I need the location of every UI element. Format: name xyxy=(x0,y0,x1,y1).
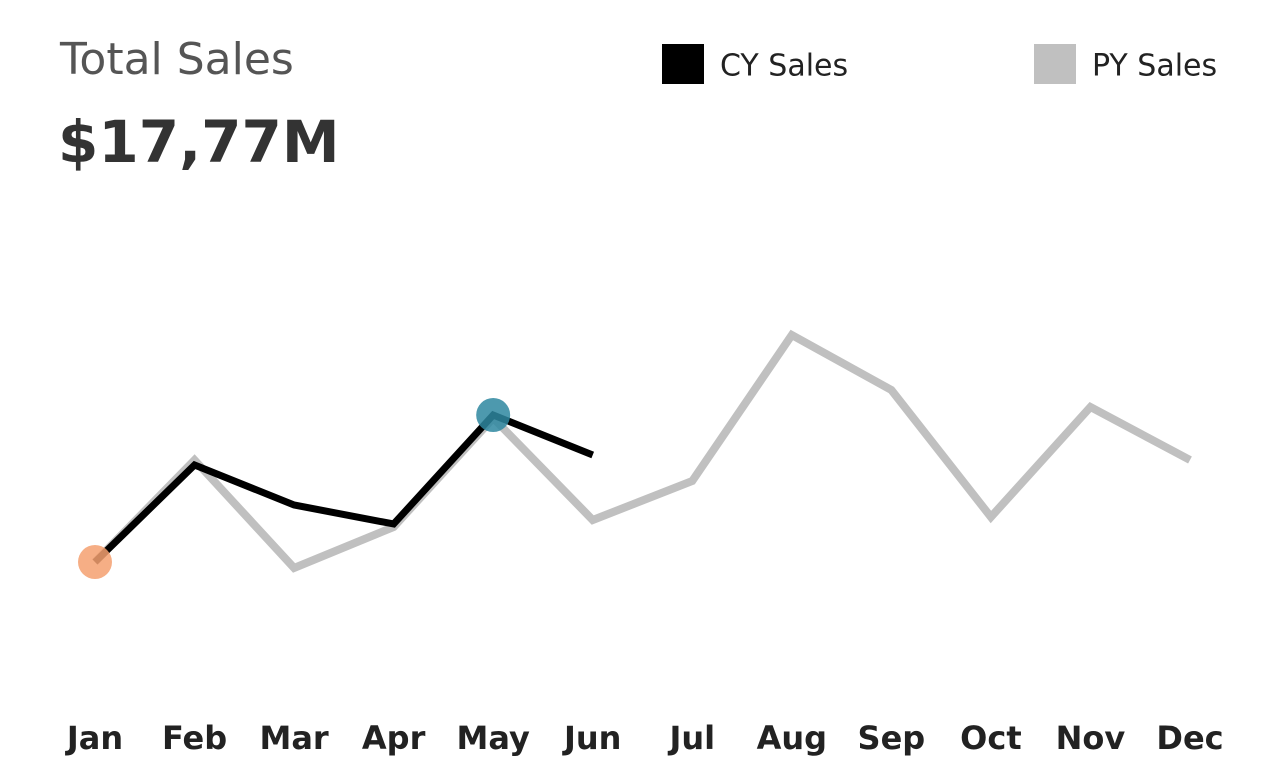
legend-label: PY Sales xyxy=(1092,49,1217,84)
max-marker xyxy=(476,398,511,432)
legend-label: CY Sales xyxy=(720,49,848,84)
chart-title: Total Sales xyxy=(59,34,294,85)
min-marker xyxy=(78,545,112,579)
x-tick-label: Apr xyxy=(362,719,426,757)
x-tick-label: Jan xyxy=(65,719,123,757)
x-tick-label: Jun xyxy=(562,719,621,757)
x-tick-label: Nov xyxy=(1056,719,1126,757)
x-tick-label: Mar xyxy=(259,719,328,757)
x-tick-label: Jul xyxy=(667,719,715,757)
x-tick-label: Sep xyxy=(858,719,926,757)
x-tick-label: Oct xyxy=(960,719,1021,757)
legend-swatch xyxy=(662,44,704,84)
x-tick-label: Dec xyxy=(1156,719,1223,757)
x-tick-label: Aug xyxy=(757,719,827,757)
x-tick-label: May xyxy=(457,719,530,757)
kpi-value: $17,77M xyxy=(58,108,340,176)
legend-swatch xyxy=(1034,44,1076,84)
line-series xyxy=(92,410,595,565)
line-series xyxy=(92,329,1192,573)
x-tick-label: Feb xyxy=(162,719,227,757)
